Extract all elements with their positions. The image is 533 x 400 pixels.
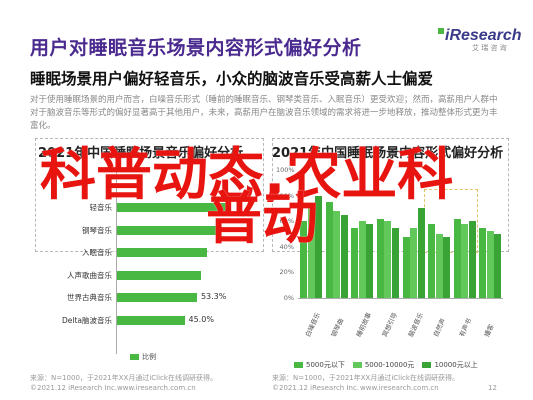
right-bar — [333, 210, 341, 298]
right-footer-copyright: ©2021.12 iResearch Inc. — [272, 384, 360, 392]
left-bar — [117, 315, 185, 325]
right-bar — [486, 231, 494, 298]
logo-mark-icon — [438, 28, 444, 34]
right-legend-item: 10000元以上 — [422, 361, 478, 369]
right-bar — [435, 234, 443, 298]
right-x-axis — [298, 298, 503, 299]
right-bar — [351, 227, 359, 298]
right-x-tick: 有声书 — [457, 317, 474, 339]
right-y-tick: 100% — [276, 166, 295, 174]
right-bar — [417, 208, 425, 298]
legend-swatch — [294, 362, 303, 368]
right-x-tick: 钢琴曲 — [329, 317, 345, 339]
right-bar — [358, 221, 366, 298]
right-bar — [428, 223, 436, 298]
left-axis-line — [116, 158, 117, 354]
right-footer-site: www.iresearch.com.cn — [360, 384, 439, 392]
right-bar — [402, 236, 410, 298]
right-bar — [479, 227, 487, 298]
right-legend: 5000元以下 5000-10000元 10000元以上 — [294, 360, 486, 370]
right-x-tick: 脑波音乐 — [406, 311, 425, 339]
overlay-text-line2: 普动 — [206, 187, 318, 252]
right-y-tick: 60% — [279, 217, 294, 226]
left-bar — [117, 203, 230, 212]
legend-swatch — [422, 362, 432, 368]
right-bar — [468, 221, 476, 298]
right-bar — [461, 223, 469, 298]
right-x-tick: 自然声 — [431, 317, 448, 339]
left-bar-label: Delta脑波音乐 — [61, 315, 112, 325]
overlay-text-line1: 科普动态,农业科 — [40, 143, 454, 208]
left-footer-site: www.iresearch.com.cn — [117, 384, 196, 392]
left-bar — [117, 225, 216, 235]
left-panel-title: 2021年中国睡眠场景音乐偏好分析 — [38, 146, 244, 161]
left-bar-label: 人声歌曲音乐 — [67, 270, 112, 280]
left-legend: 比例 — [130, 352, 156, 362]
right-bar — [494, 234, 502, 298]
logo-main-text: iResearch — [445, 27, 522, 44]
legend-swatch — [130, 354, 139, 360]
right-y-tick: 20% — [279, 268, 294, 277]
left-bar-value-label: 53.3% — [200, 292, 227, 301]
left-bar — [117, 293, 197, 302]
left-bar-label: 钢琴音乐 — [82, 225, 112, 235]
right-bar — [315, 195, 322, 298]
right-bar — [307, 208, 315, 298]
right-bar — [410, 227, 417, 298]
left-footer-source: 来源：N=1000，于2021年XX月通过iClick在线调研获得。 — [30, 374, 217, 382]
right-bar — [391, 227, 399, 298]
right-bar — [325, 202, 333, 298]
left-bar — [117, 248, 207, 257]
right-y-tick: 0% — [283, 294, 294, 302]
right-x-tick: 播客 — [483, 323, 496, 339]
right-y-tick: 80% — [279, 191, 294, 200]
left-bar-label: 世界古典音乐 — [67, 293, 112, 302]
right-bar — [340, 214, 348, 298]
right-panel-title: 2021年中国睡眠场景内容形式偏好分析 — [272, 146, 504, 161]
iresearch-logo: iResearch 艾 瑞 咨 询 — [438, 27, 522, 61]
right-x-tick: 睡前故事 — [355, 311, 374, 339]
page-subtitle: 睡眠场景用户偏好轻音乐，小众的脑波音乐受高薪人士偏爱 — [30, 70, 434, 88]
right-legend-item: 5000元以下 — [294, 361, 345, 369]
right-legend-label: 5000-10000元 — [364, 361, 415, 369]
right-bar — [443, 236, 451, 298]
right-bar — [384, 221, 392, 298]
right-legend-item: 5000-10000元 — [352, 361, 415, 369]
left-legend-label: 比例 — [142, 353, 156, 361]
page-number: 12 — [488, 384, 497, 392]
left-bar-value-label: 45.0% — [188, 314, 214, 324]
highlight-box — [424, 189, 478, 253]
right-bar — [300, 221, 307, 298]
left-footer-copyright: ©2021.12 iResearch Inc. — [30, 384, 118, 392]
right-bar — [453, 218, 461, 298]
right-legend-label: 10000元以上 — [434, 361, 478, 369]
right-footer-source: 来源：N=1000，于2021年XX月通过iClick在线调研获得。 — [272, 374, 459, 382]
right-x-tick: 冥想引导 — [380, 311, 399, 339]
left-bar-label: 轻音乐 — [89, 203, 113, 212]
left-bar-label: 入眠音乐 — [82, 248, 112, 257]
right-legend-label: 5000元以下 — [306, 361, 345, 369]
right-x-tick: 白噪音乐 — [303, 311, 323, 339]
legend-swatch — [352, 362, 362, 368]
page-title: 用户对睡眠音乐场景内容形式偏好分析 — [30, 37, 362, 59]
right-y-tick: 40% — [279, 242, 294, 251]
logo-sub-text: 艾 瑞 咨 询 — [472, 44, 507, 52]
right-bar — [376, 218, 384, 298]
right-bar — [366, 223, 374, 298]
intro-paragraph: 对于使用睡眠场景的用户而言，白噪音乐形式（睡前的睡眠音乐、钢琴类音乐、入眠音乐）… — [30, 95, 498, 131]
left-bar — [117, 270, 201, 280]
